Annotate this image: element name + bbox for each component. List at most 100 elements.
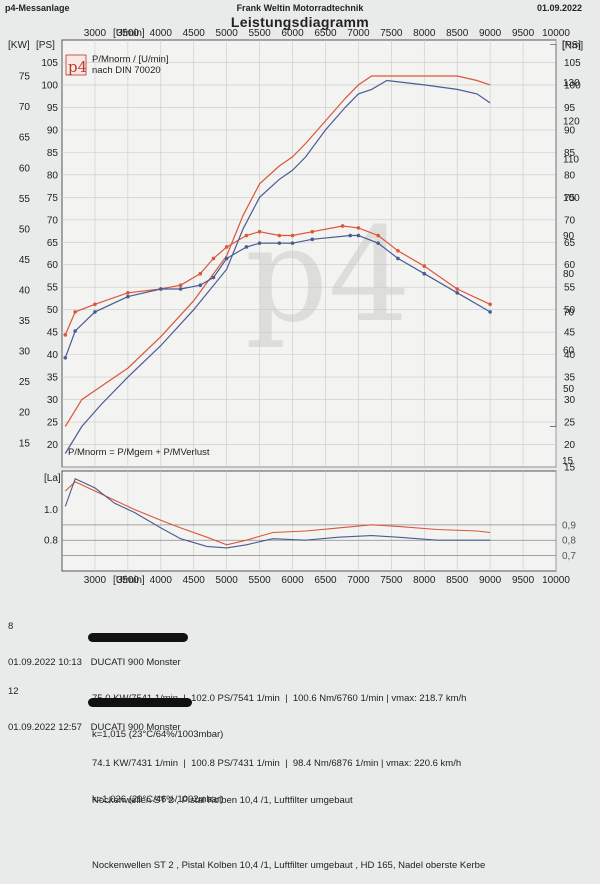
- nm-tick-label: 70: [563, 307, 575, 318]
- torque-point: [422, 264, 427, 268]
- torque-point: [340, 224, 345, 228]
- torque-point: [257, 229, 262, 234]
- header-left: p4-Messanlage: [5, 3, 70, 13]
- x-tick-label-bottom: 10000: [542, 575, 570, 586]
- nm-tick-label: 80: [563, 269, 575, 280]
- ps-tick-label-left: 35: [47, 373, 59, 384]
- ps-tick-label-left: 65: [47, 238, 59, 249]
- x-tick-label-bottom: 6000: [281, 575, 304, 586]
- torque-point: [376, 233, 380, 238]
- ps-tick-label-right: 20: [564, 440, 576, 451]
- ps-tick-label-left: 60: [47, 260, 59, 271]
- ps-tick-label-right: 75: [564, 193, 576, 204]
- torque-point: [178, 283, 183, 287]
- nm-axis-bracket: [550, 44, 557, 427]
- x-tick-label-bottom: 5500: [248, 575, 271, 586]
- lambda-reference-label: 0,9: [562, 520, 576, 531]
- kw-tick-label: 60: [19, 163, 31, 174]
- torque-point: [224, 256, 229, 261]
- torque-point: [277, 233, 282, 238]
- ps-tick-label-right: 85: [564, 148, 576, 159]
- torque-point: [126, 291, 130, 295]
- torque-point: [277, 241, 282, 245]
- ps-tick-label-right: 15: [564, 463, 576, 474]
- x-tick-label-top: 5000: [216, 28, 239, 39]
- run-values: 74.1 KW/7431 1/min | 100.8 PS/7431 1/min…: [92, 758, 462, 769]
- torque-point: [73, 310, 77, 314]
- x-tick-label-bottom: 9500: [512, 575, 535, 586]
- ps-axis-label-right: [PS]: [562, 40, 581, 51]
- kw-tick-label: 55: [19, 194, 31, 205]
- torque-point: [224, 245, 229, 249]
- x-tick-label-bottom: 7000: [347, 575, 370, 586]
- dyno-chart: p4 3000 3000 3500 3500 4000 4000 4500 4500 5000 50…: [8, 28, 583, 586]
- x-tick-label-bottom: 5000: [216, 575, 239, 586]
- ps-tick-label-right: 45: [564, 328, 576, 339]
- torque-point: [396, 256, 400, 261]
- ps-tick-label-left: 20: [47, 440, 59, 451]
- torque-point: [422, 271, 427, 276]
- ps-tick-label-right: 95: [564, 103, 576, 114]
- kw-tick-label: 15: [19, 438, 31, 449]
- torque-point: [63, 333, 68, 337]
- lambda-reference-label: 0,8: [562, 536, 576, 547]
- lambda-plot-area: [61, 470, 557, 572]
- x-tick-label-bottom: 9000: [479, 575, 502, 586]
- ps-tick-label-left: 25: [47, 418, 59, 429]
- ps-tick-label-right: 40: [564, 350, 576, 361]
- torque-point: [159, 287, 163, 291]
- x-tick-label-top: 4500: [183, 28, 206, 39]
- ps-tick-label-right: 30: [564, 395, 576, 406]
- nm-tick-label: 50: [563, 384, 575, 395]
- formula-label: P/Mnorm = P/Mgem + P/MVerlust: [68, 447, 210, 458]
- redaction-bar: [88, 698, 192, 707]
- torque-point: [396, 249, 400, 253]
- torque-point: [356, 226, 361, 230]
- nm-tick-label: 90: [563, 231, 575, 242]
- nm-tick-label: 120: [563, 116, 580, 127]
- x-unit-label-top: [U/min]: [113, 28, 145, 39]
- ps-tick-label-right: 70: [564, 215, 576, 226]
- nm-tick-label: 60: [563, 346, 575, 357]
- lambda-tick-label: 1.0: [44, 505, 58, 516]
- nm-tick-label: 110: [563, 155, 579, 166]
- legend-line: P/Mnorm / [U/min]: [92, 54, 169, 65]
- x-tick-label-top: 7000: [347, 28, 370, 39]
- x-tick-label-top: 9000: [479, 28, 502, 39]
- run-model: DUCATI 900 Monster: [90, 722, 181, 733]
- ps-tick-label-left: 75: [47, 193, 59, 204]
- ps-tick-label-right: 55: [564, 283, 576, 294]
- kw-tick-label: 50: [19, 224, 31, 235]
- x-tick-label-top: 5500: [248, 28, 271, 39]
- run-date: 01.09.2022: [8, 722, 56, 733]
- torque-point: [126, 294, 130, 299]
- ps-tick-label-right: 100: [564, 80, 581, 91]
- run-k-factor: k=1,015 (23°C/64%/1003mbar): [92, 729, 224, 740]
- lambda-tick-label: 0.8: [44, 536, 58, 547]
- ps-tick-label-left: 55: [47, 283, 59, 294]
- ps-tick-label-left: 45: [47, 328, 59, 339]
- p4-logo: [65, 54, 87, 76]
- run-notes: Nockenwellen ST 2 , Pistal Kolben 10,4 /…: [92, 860, 486, 871]
- lambda-axis-label: [La]: [44, 473, 61, 484]
- ps-tick-label-left: 105: [41, 58, 58, 69]
- torque-point: [198, 283, 203, 287]
- ps-tick-label-left: 70: [47, 215, 59, 226]
- ps-tick-label-right: 90: [564, 125, 576, 136]
- run-model: DUCATI 900 Monster: [90, 657, 181, 668]
- kw-axis-label: [KW]: [8, 40, 30, 51]
- run-time: 10:13: [58, 657, 82, 668]
- torque-point: [310, 237, 315, 242]
- ps-tick-label-left: 40: [47, 350, 59, 361]
- kw-tick-label: 45: [19, 255, 31, 266]
- watermark: p4: [245, 199, 411, 351]
- ps-tick-label-left: 85: [47, 148, 59, 159]
- torque-point: [178, 287, 183, 291]
- header-date: 01.09.2022: [536, 3, 582, 13]
- ps-tick-label-left: 100: [41, 80, 58, 91]
- lambda-curve: [64, 477, 491, 549]
- torque-point: [376, 241, 380, 245]
- run-k-factor: k=1,026 (29°C/46%/1002mbar): [92, 794, 224, 805]
- ps-tick-label-left: 80: [47, 170, 59, 181]
- torque-point: [93, 310, 97, 314]
